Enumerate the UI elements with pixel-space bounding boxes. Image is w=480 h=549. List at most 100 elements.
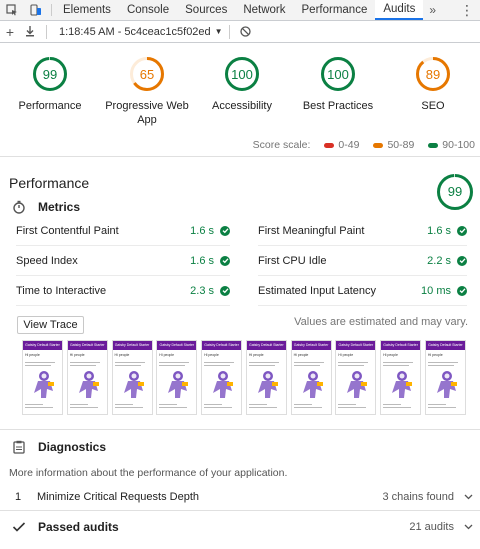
scale-range-label: 50-89 bbox=[387, 139, 415, 151]
gauge-score: 99 bbox=[42, 67, 58, 82]
tab-elements[interactable]: Elements bbox=[63, 4, 111, 16]
frame-text-line bbox=[159, 407, 188, 408]
astronaut-illustration bbox=[392, 371, 413, 398]
category-gauges: 99 Performance 65 Progressive Web App 10… bbox=[0, 56, 480, 132]
gauge-seo[interactable]: 89 SEO bbox=[388, 56, 478, 113]
gauge-score: 100 bbox=[327, 67, 349, 82]
frame-title: Hi people bbox=[25, 353, 40, 357]
frame-text-line bbox=[114, 404, 133, 405]
device-toolbar-icon[interactable] bbox=[24, 0, 48, 20]
gauge-ring bbox=[33, 57, 67, 91]
frame-text-line bbox=[69, 407, 98, 408]
diagnostic-meta: 3 chains found bbox=[382, 491, 454, 503]
frame-text-line bbox=[338, 362, 369, 363]
frame-text-line bbox=[159, 365, 186, 366]
gauge-label: Progressive Web App bbox=[105, 100, 189, 126]
astronaut-illustration bbox=[257, 371, 278, 398]
pass-check-icon bbox=[457, 285, 467, 296]
clipboard-icon bbox=[13, 440, 25, 454]
diagnostics-description: More information about the performance o… bbox=[9, 467, 288, 479]
tab-audits[interactable]: Audits bbox=[375, 0, 424, 20]
filmstrip: Gatsby Default Starter Hi people Gatsby De… bbox=[22, 340, 466, 415]
tab-sources[interactable]: Sources bbox=[185, 4, 228, 16]
frame-text-line bbox=[338, 404, 357, 405]
pass-check-icon bbox=[220, 255, 230, 266]
frame-text-line bbox=[114, 365, 141, 366]
frame-text-line bbox=[427, 407, 456, 408]
tab-console[interactable]: Console bbox=[126, 4, 170, 16]
frame-title: Hi people bbox=[383, 353, 398, 357]
frame-title: Hi people bbox=[159, 353, 175, 357]
gauge-accessibility[interactable]: 100 Accessibility bbox=[197, 56, 287, 113]
metric-value: 1.6 s bbox=[190, 224, 214, 237]
frame-text-line bbox=[293, 404, 312, 405]
filmstrip-frame: Gatsby Default Starter Hi people bbox=[66, 340, 108, 415]
audits-toolbar: + 1:18:45 AM - 5c4ceac1c5f02ed ▼ bbox=[0, 21, 480, 43]
pass-check-icon bbox=[220, 285, 230, 296]
clear-icon[interactable] bbox=[236, 24, 256, 40]
filmstrip-frame: Gatsby Default Starter Hi people bbox=[201, 340, 243, 415]
more-tabs-button[interactable]: » bbox=[429, 3, 437, 17]
pass-check-icon bbox=[220, 225, 230, 236]
astronaut-illustration bbox=[168, 371, 189, 398]
gauge-ring bbox=[130, 57, 164, 91]
frame-text-line bbox=[69, 404, 88, 405]
frame-text-line bbox=[204, 365, 231, 366]
diagnostic-item[interactable]: 1 Minimize Critical Requests Depth 3 cha… bbox=[9, 487, 474, 507]
filmstrip-frame: Gatsby Default Starter Hi people bbox=[156, 340, 198, 415]
toolbar-divider bbox=[228, 24, 230, 39]
frame-text-line bbox=[293, 407, 322, 408]
passed-audits-count: 21 audits bbox=[409, 521, 454, 533]
frame-text-line bbox=[159, 404, 178, 405]
filmstrip-frame: Gatsby Default Starter Hi people bbox=[424, 340, 466, 415]
performance-score-gauge: 99 bbox=[436, 173, 474, 211]
frame-text-line bbox=[248, 407, 277, 408]
metric-name: First Contentful Paint bbox=[16, 224, 119, 237]
frame-text-line bbox=[69, 365, 96, 366]
score-scale-label: Score scale: bbox=[252, 139, 311, 151]
metric-value: 1.6 s bbox=[190, 254, 214, 267]
tab-network[interactable]: Network bbox=[243, 4, 286, 16]
gauge-pwa[interactable]: 65 Progressive Web App bbox=[102, 56, 192, 127]
download-icon[interactable] bbox=[20, 24, 40, 40]
scale-range-average: 50-89 bbox=[373, 139, 414, 151]
metric-estimated-input-latency: Estimated Input Latency 10 ms bbox=[258, 276, 467, 306]
metric-first-contentful-paint: First Contentful Paint 1.6 s bbox=[16, 216, 230, 246]
frame-text-line bbox=[338, 407, 367, 408]
tab-performance[interactable]: Performance bbox=[301, 4, 368, 16]
view-trace-button[interactable]: View Trace bbox=[17, 316, 84, 334]
check-icon bbox=[12, 522, 26, 532]
gauge-best-practices[interactable]: 100 Best Practices bbox=[293, 56, 383, 113]
frame-text-line bbox=[204, 404, 223, 405]
gauge-ring bbox=[225, 57, 259, 91]
pass-check-icon bbox=[457, 255, 467, 266]
frame-header: Gatsby Default Starter bbox=[157, 341, 197, 350]
score-scale: Score scale: 0-49 50-89 90-100 bbox=[253, 139, 475, 151]
add-icon[interactable]: + bbox=[5, 23, 15, 40]
gauge-score: 100 bbox=[231, 67, 253, 82]
report-select[interactable]: 1:18:45 AM - 5c4ceac1c5f02ed ▼ bbox=[59, 26, 223, 38]
frame-title: Hi people bbox=[114, 353, 130, 357]
average-swatch bbox=[373, 142, 384, 148]
filmstrip-frame: Gatsby Default Starter Hi people bbox=[111, 340, 153, 415]
frame-text-line bbox=[293, 365, 320, 366]
divider bbox=[0, 429, 480, 430]
tabbar-divider bbox=[51, 4, 52, 16]
more-options-icon[interactable]: ⋮ bbox=[460, 2, 474, 18]
frame-header: Gatsby Default Starter bbox=[425, 341, 465, 350]
frame-text-line bbox=[293, 362, 324, 363]
metric-name: Estimated Input Latency bbox=[258, 284, 377, 297]
gauge-label: Best Practices bbox=[302, 100, 374, 112]
inspect-icon[interactable] bbox=[0, 0, 24, 20]
frame-text-line bbox=[338, 365, 365, 366]
chevron-down-icon[interactable] bbox=[462, 492, 474, 503]
passed-audits-row[interactable]: Passed audits 21 audits bbox=[9, 518, 474, 536]
filmstrip-frame: Gatsby Default Starter Hi people bbox=[380, 340, 422, 415]
diagnostic-name: Minimize Critical Requests Depth bbox=[37, 491, 199, 503]
astronaut-illustration bbox=[213, 371, 234, 398]
frame-header: Gatsby Default Starter bbox=[202, 341, 242, 350]
chevron-down-icon[interactable] bbox=[462, 522, 474, 533]
gauge-performance[interactable]: 99 Performance bbox=[5, 56, 95, 113]
gauge-ring bbox=[416, 57, 450, 91]
gauge-score: 65 bbox=[139, 67, 155, 82]
